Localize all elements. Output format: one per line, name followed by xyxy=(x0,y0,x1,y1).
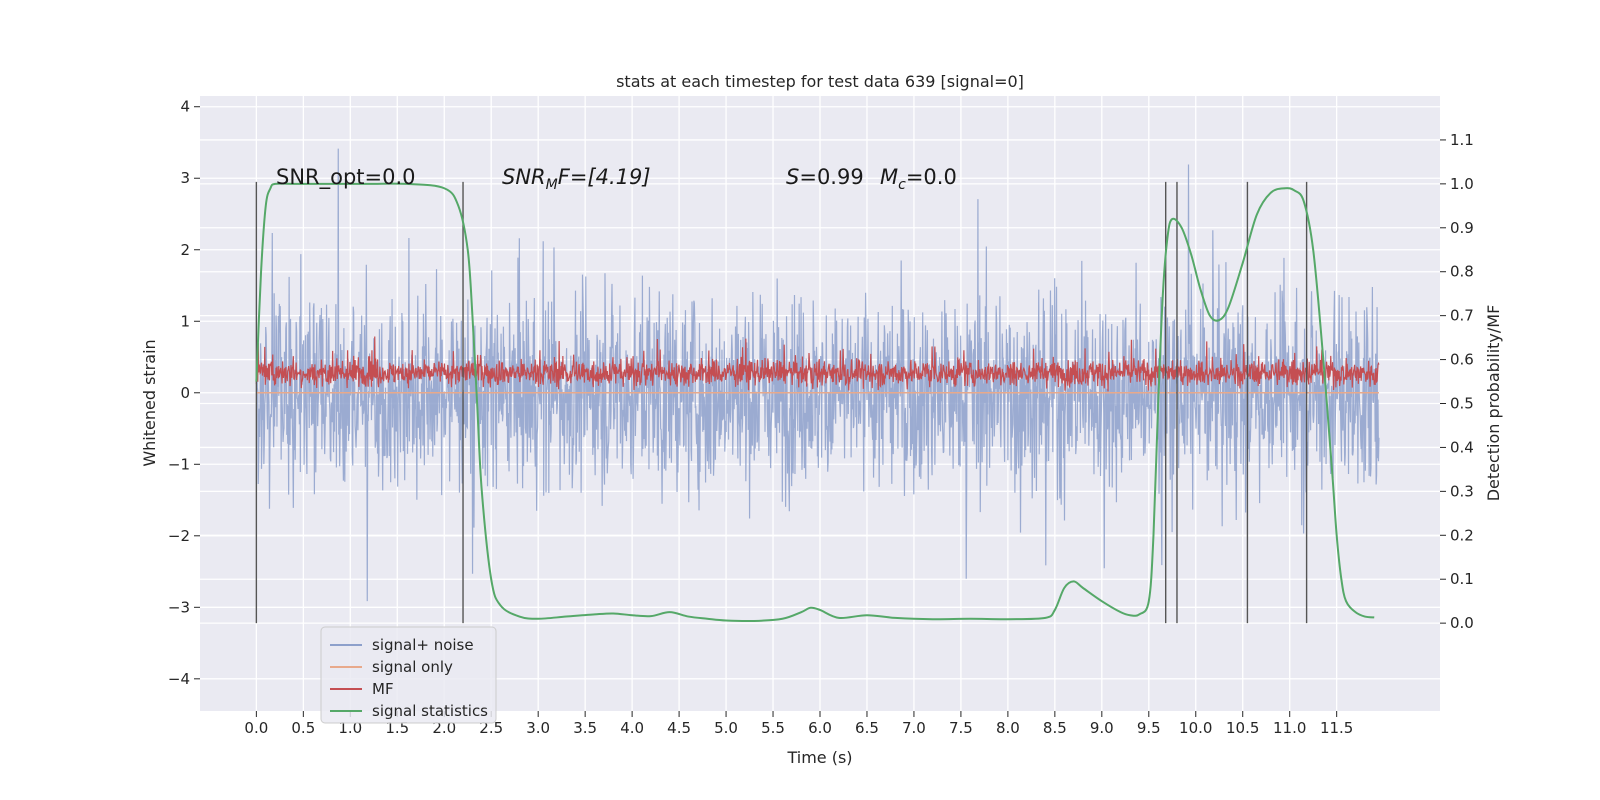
right-axis-ticks: 0.0 0.1 0.2 0.3 0.4 0.5 0.6 0.7 0.8 0.9 1.0 1.1 xyxy=(1440,131,1474,632)
tick-label-right: 0.8 xyxy=(1450,263,1474,281)
y-axis-label-left: Whitened strain xyxy=(140,339,159,466)
tick-label-left: −1 xyxy=(168,455,190,473)
legend-label: signal only xyxy=(372,658,453,676)
tick-label-x: 4.5 xyxy=(667,719,691,737)
legend-label: signal statistics xyxy=(372,702,488,720)
tick-label-x: 3.0 xyxy=(526,719,550,737)
tick-label-x: 6.0 xyxy=(808,719,832,737)
chart-title: stats at each timestep for test data 639… xyxy=(616,72,1024,91)
series-signal-noise xyxy=(255,148,1380,602)
tick-label-left: 2 xyxy=(180,241,190,259)
tick-label-x: 10.5 xyxy=(1226,719,1259,737)
tick-label-right: 0.0 xyxy=(1450,614,1474,632)
legend-box xyxy=(320,626,497,724)
annotation-snr-mf-sub: M xyxy=(546,177,558,193)
annotation-snr-mf-var: SNR xyxy=(502,165,546,189)
tick-label-x: 7.5 xyxy=(949,719,973,737)
tick-label-x: 6.5 xyxy=(855,719,879,737)
annotation-s-rest: =0.99 xyxy=(799,165,863,189)
tick-label-x: 8.0 xyxy=(996,719,1020,737)
x-axis-label: Time (s) xyxy=(786,748,852,767)
tick-label-x: 9.0 xyxy=(1090,719,1114,737)
tick-label-left: −3 xyxy=(168,598,190,616)
tick-label-right: 0.6 xyxy=(1450,351,1474,369)
tick-label-left: 0 xyxy=(180,384,190,402)
x-axis-ticks: 0.0 0.5 1.0 1.5 2.0 2.5 3.0 3.5 4.0 4.5 5.0 5.5 6.0 6… xyxy=(244,711,1353,737)
tick-label-x: 9.5 xyxy=(1137,719,1161,737)
y-axis-label-right: Detection probability/MF xyxy=(1484,305,1503,502)
tick-label-left: 3 xyxy=(180,169,190,187)
legend-label: MF xyxy=(372,680,394,698)
tick-label-x: 11.0 xyxy=(1273,719,1306,737)
line-signal-statistics xyxy=(255,182,1375,623)
tick-label-left: −4 xyxy=(168,670,190,688)
tick-label-left: 4 xyxy=(180,98,190,116)
tick-label-right: 1.1 xyxy=(1450,131,1474,149)
legend: signal+ noise signal only MF signal statist… xyxy=(320,626,497,724)
line-signal-noise xyxy=(255,148,1380,602)
tick-label-right: 0.1 xyxy=(1450,570,1474,588)
series-signal-statistics xyxy=(255,182,1375,623)
annotation-snr-mf: SNRMF=[4.19] xyxy=(502,165,651,193)
tick-label-x: 8.5 xyxy=(1043,719,1067,737)
annotation-mc-var: M xyxy=(880,165,898,189)
tick-label-x: 7.0 xyxy=(902,719,926,737)
annotation-snr-opt: SNR_opt=0.0 xyxy=(276,165,416,190)
tick-label-right: 0.7 xyxy=(1450,307,1474,325)
tick-label-right: 1.0 xyxy=(1450,175,1474,193)
tick-label-left: −2 xyxy=(168,527,190,545)
tick-label-right: 0.5 xyxy=(1450,395,1474,413)
tick-label-x: 5.5 xyxy=(761,719,785,737)
tick-label-right: 0.2 xyxy=(1450,526,1474,544)
tick-label-right: 0.4 xyxy=(1450,438,1474,456)
left-axis-ticks: −4 −3 −2 −1 0 1 2 3 4 xyxy=(168,98,200,688)
tick-label-x: 10.0 xyxy=(1179,719,1212,737)
tick-label-x: 3.5 xyxy=(573,719,597,737)
tick-label-x: 4.0 xyxy=(620,719,644,737)
tick-label-x: 0.5 xyxy=(291,719,315,737)
legend-label: signal+ noise xyxy=(372,636,474,654)
annotation-mc-sub: c xyxy=(898,177,906,193)
annotation-s: S=0.99 xyxy=(786,165,864,189)
tick-label-left: 1 xyxy=(180,312,190,330)
tick-label-x: 5.0 xyxy=(714,719,738,737)
tick-label-x: 0.0 xyxy=(244,719,268,737)
annotation-mc-rest: =0.0 xyxy=(906,165,957,189)
tick-label-right: 0.9 xyxy=(1450,219,1474,237)
annotation-snr-mf-rest: F=[4.19] xyxy=(558,165,651,189)
vertical-lines xyxy=(255,181,1308,624)
annotation-s-var: S xyxy=(786,165,799,189)
line-mf xyxy=(255,336,1380,392)
series-mf xyxy=(255,336,1380,392)
tick-label-x: 11.5 xyxy=(1320,719,1353,737)
tick-label-right: 0.3 xyxy=(1450,482,1474,500)
annotation-mc: Mc=0.0 xyxy=(880,165,957,193)
